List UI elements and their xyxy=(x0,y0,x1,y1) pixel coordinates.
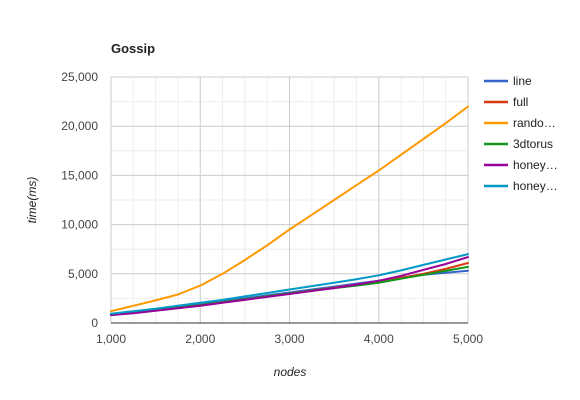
chart-title: Gossip xyxy=(111,41,155,56)
legend-label: 3dtorus xyxy=(513,137,553,151)
y-tick-label: 10,000 xyxy=(61,218,98,232)
grid xyxy=(111,77,468,323)
y-tick-label: 5,000 xyxy=(68,267,98,281)
y-tick-label: 20,000 xyxy=(61,119,98,133)
x-axis-label: nodes xyxy=(274,365,307,379)
axes: 1,000 2,000 3,000 4,000 5,000 0 5,000 10,000 15,… xyxy=(61,70,483,346)
x-tick-label: 3,000 xyxy=(274,332,304,346)
legend: line full rando… 3dtorus honey… honey… xyxy=(484,74,558,193)
y-tick-label: 25,000 xyxy=(61,70,98,84)
legend-label: honey… xyxy=(513,179,558,193)
legend-label: rando… xyxy=(513,116,556,130)
x-tick-label: 4,000 xyxy=(364,332,394,346)
legend-label: full xyxy=(513,95,528,109)
x-tick-label: 2,000 xyxy=(185,332,215,346)
y-axis-label: time(ms) xyxy=(25,177,39,224)
x-tick-label: 1,000 xyxy=(96,332,126,346)
y-tick-label: 15,000 xyxy=(61,168,98,182)
legend-label: line xyxy=(513,74,532,88)
legend-label: honey… xyxy=(513,158,558,172)
x-tick-label: 5,000 xyxy=(453,332,483,346)
y-tick-label: 0 xyxy=(91,316,98,330)
